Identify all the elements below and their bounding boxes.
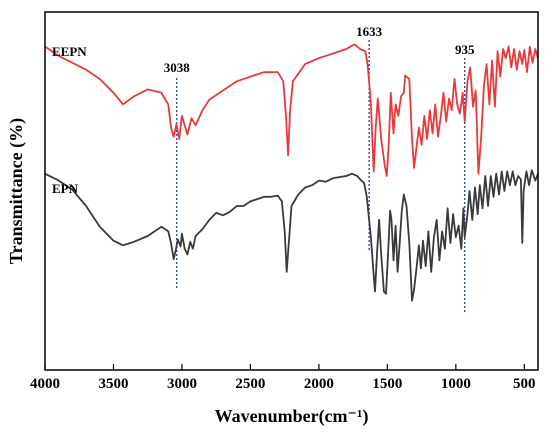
series-lines — [44, 43, 539, 302]
x-tick-label: 2000 — [304, 376, 334, 392]
y-axis-title: Transmittance (%) — [6, 118, 27, 264]
annotation-lines — [176, 40, 466, 312]
plot-frame — [44, 11, 539, 371]
annotation-label-3038: 3038 — [164, 60, 191, 75]
x-axis-tick-labels: 4000 3500 3000 2500 2000 1500 1000 500 — [30, 376, 536, 392]
x-tick-label: 4000 — [30, 376, 60, 392]
x-tick-label: 1000 — [441, 376, 471, 392]
annotation-labels: 3038 1633 935 — [164, 24, 475, 75]
annotation-label-1633: 1633 — [356, 24, 383, 39]
x-tick-label: 2500 — [235, 376, 265, 392]
x-tick-label: 500 — [513, 376, 536, 392]
series-label-eepn: EEPN — [52, 44, 87, 59]
x-axis-title: Wavenumber(cm⁻¹) — [215, 406, 369, 427]
series-line-epn — [44, 169, 539, 302]
series-labels: EEPN EPN — [52, 44, 87, 196]
x-tick-label: 3500 — [98, 376, 128, 392]
x-axis-ticks — [44, 364, 525, 370]
x-tick-label: 1500 — [372, 376, 402, 392]
series-label-epn: EPN — [52, 181, 79, 196]
series-line-eepn — [44, 43, 539, 177]
annotation-label-935: 935 — [455, 42, 475, 57]
x-tick-label: 3000 — [167, 376, 197, 392]
